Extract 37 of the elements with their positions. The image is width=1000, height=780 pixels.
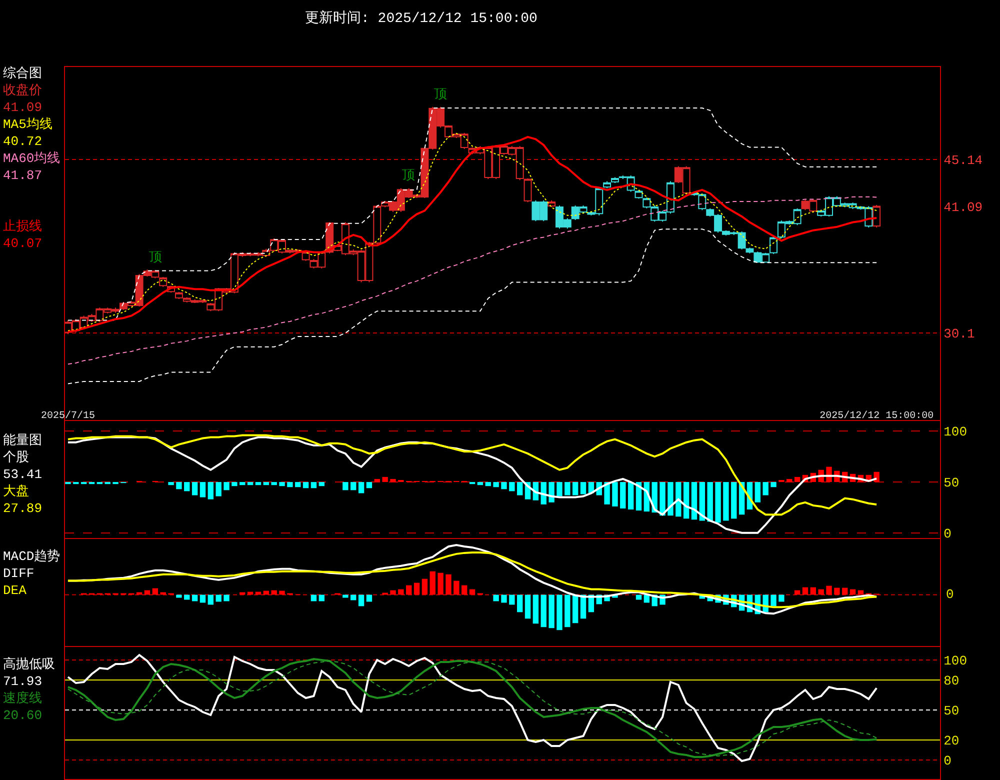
text: 收盘价 xyxy=(3,82,43,99)
text: 能量图 xyxy=(3,432,42,449)
text: 顶 xyxy=(402,168,415,183)
text: 41.87 xyxy=(3,167,44,184)
chart-subtitle: 更新时间: 2025/12/12 15:00:00 xyxy=(305,10,538,28)
y-tick-label: 80 xyxy=(944,674,960,689)
x-tick-label: 2025/12/12 15:00:00 xyxy=(820,410,934,422)
text: DIFF xyxy=(3,565,36,582)
y-tick-label: 0 xyxy=(944,526,952,542)
text: 53.41 xyxy=(3,466,42,483)
text: 27.89 xyxy=(3,500,42,517)
y-tick-label: 20 xyxy=(944,734,960,749)
y-tick-label: 41.09 xyxy=(944,200,983,215)
y-tick-label: 0 xyxy=(944,754,952,769)
chart-title: MACD趋势 xyxy=(3,548,60,565)
text: 41.09 xyxy=(3,99,44,116)
y-tick-label: 50 xyxy=(944,476,960,491)
text: 大盘 xyxy=(3,483,30,500)
text: 40.72 xyxy=(3,133,44,150)
y-tick-label: 100 xyxy=(944,424,968,440)
text: 71.93 xyxy=(3,673,44,690)
y-tick-label: 50 xyxy=(944,704,960,719)
text: 顶 xyxy=(434,87,447,102)
text: MA60均线 xyxy=(3,150,60,167)
text: 40.07 xyxy=(3,235,44,252)
series-label: 高抛低吸 xyxy=(3,656,55,673)
chart-title: 综合图 xyxy=(3,65,43,82)
y-tick-label: 45.14 xyxy=(944,153,983,168)
text: 止损线 xyxy=(3,218,43,235)
y-tick-label: 100 xyxy=(944,654,968,669)
text: DEA xyxy=(3,582,28,599)
text: MA5均线 xyxy=(3,116,54,133)
text: 速度线 xyxy=(3,690,43,707)
text: 20.60 xyxy=(3,707,44,724)
text: 顶 xyxy=(149,250,162,265)
y-tick-label: 30.1 xyxy=(944,326,976,342)
text: 个股 xyxy=(3,449,30,466)
